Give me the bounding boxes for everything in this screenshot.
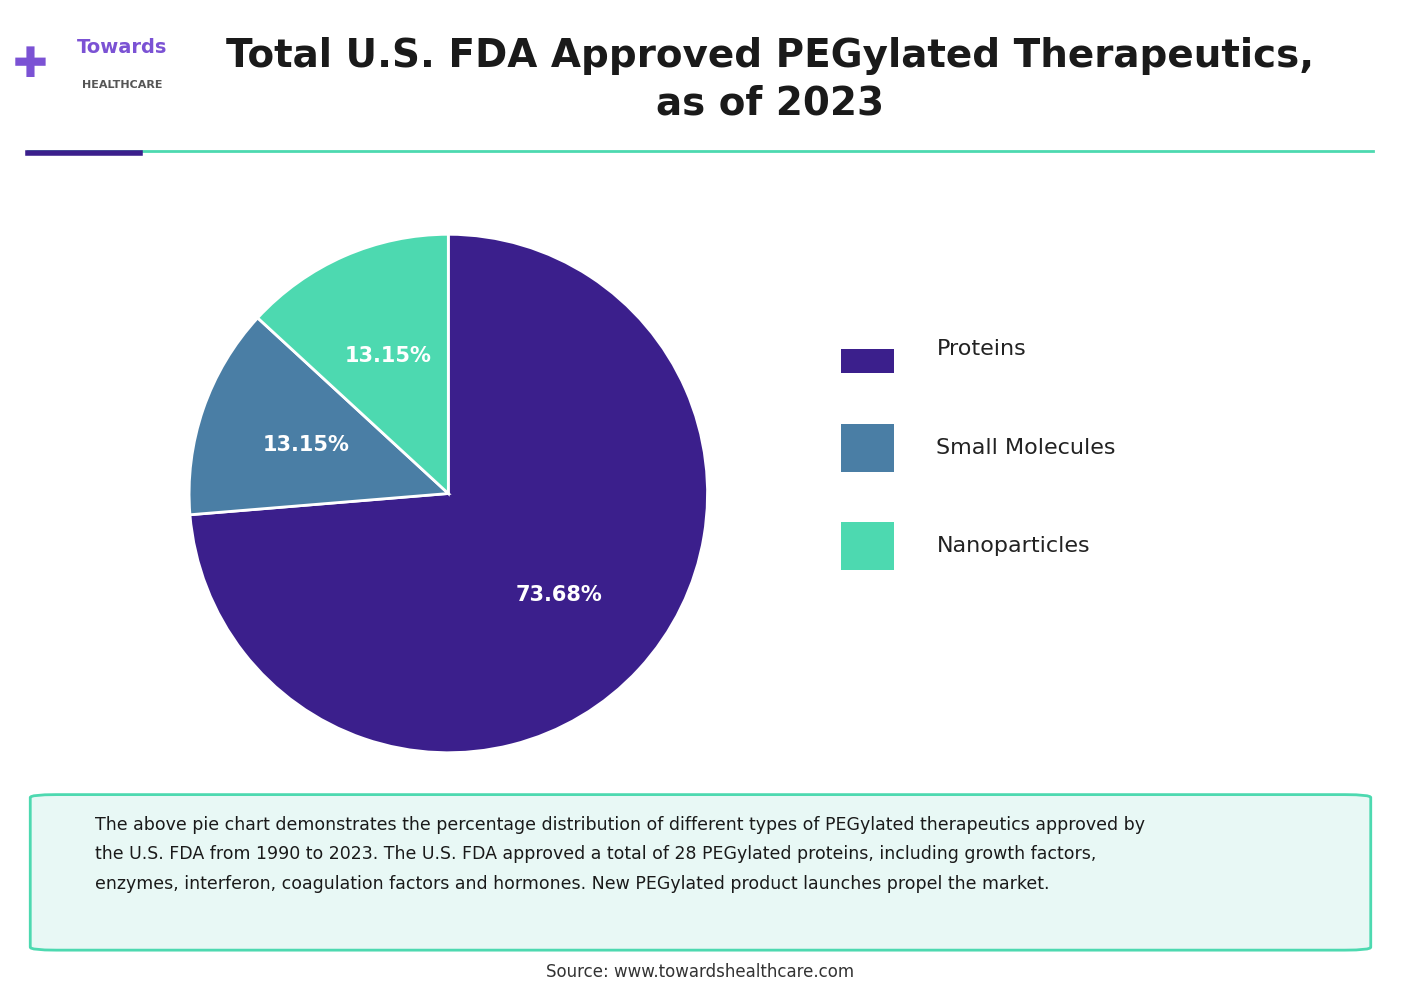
Text: Proteins: Proteins xyxy=(936,339,1026,359)
Wedge shape xyxy=(258,234,448,494)
Text: ✚: ✚ xyxy=(13,44,48,86)
Text: Source: www.towardshealthcare.com: Source: www.towardshealthcare.com xyxy=(546,963,855,981)
FancyBboxPatch shape xyxy=(31,795,1370,950)
Wedge shape xyxy=(189,318,448,514)
Text: The above pie chart demonstrates the percentage distribution of different types : The above pie chart demonstrates the per… xyxy=(95,817,1145,892)
Wedge shape xyxy=(191,234,708,753)
FancyBboxPatch shape xyxy=(841,325,894,373)
Text: Nanoparticles: Nanoparticles xyxy=(936,536,1090,556)
Text: Total U.S. FDA Approved PEGylated Therapeutics,
as of 2023: Total U.S. FDA Approved PEGylated Therap… xyxy=(227,37,1314,123)
Text: HEALTHCARE: HEALTHCARE xyxy=(81,80,163,90)
Text: Small Molecules: Small Molecules xyxy=(936,438,1117,458)
FancyBboxPatch shape xyxy=(841,522,894,570)
Text: Towards: Towards xyxy=(77,38,167,58)
Text: 13.15%: 13.15% xyxy=(345,346,432,366)
Text: 13.15%: 13.15% xyxy=(263,435,350,455)
FancyBboxPatch shape xyxy=(841,424,894,472)
Text: 73.68%: 73.68% xyxy=(516,585,602,605)
